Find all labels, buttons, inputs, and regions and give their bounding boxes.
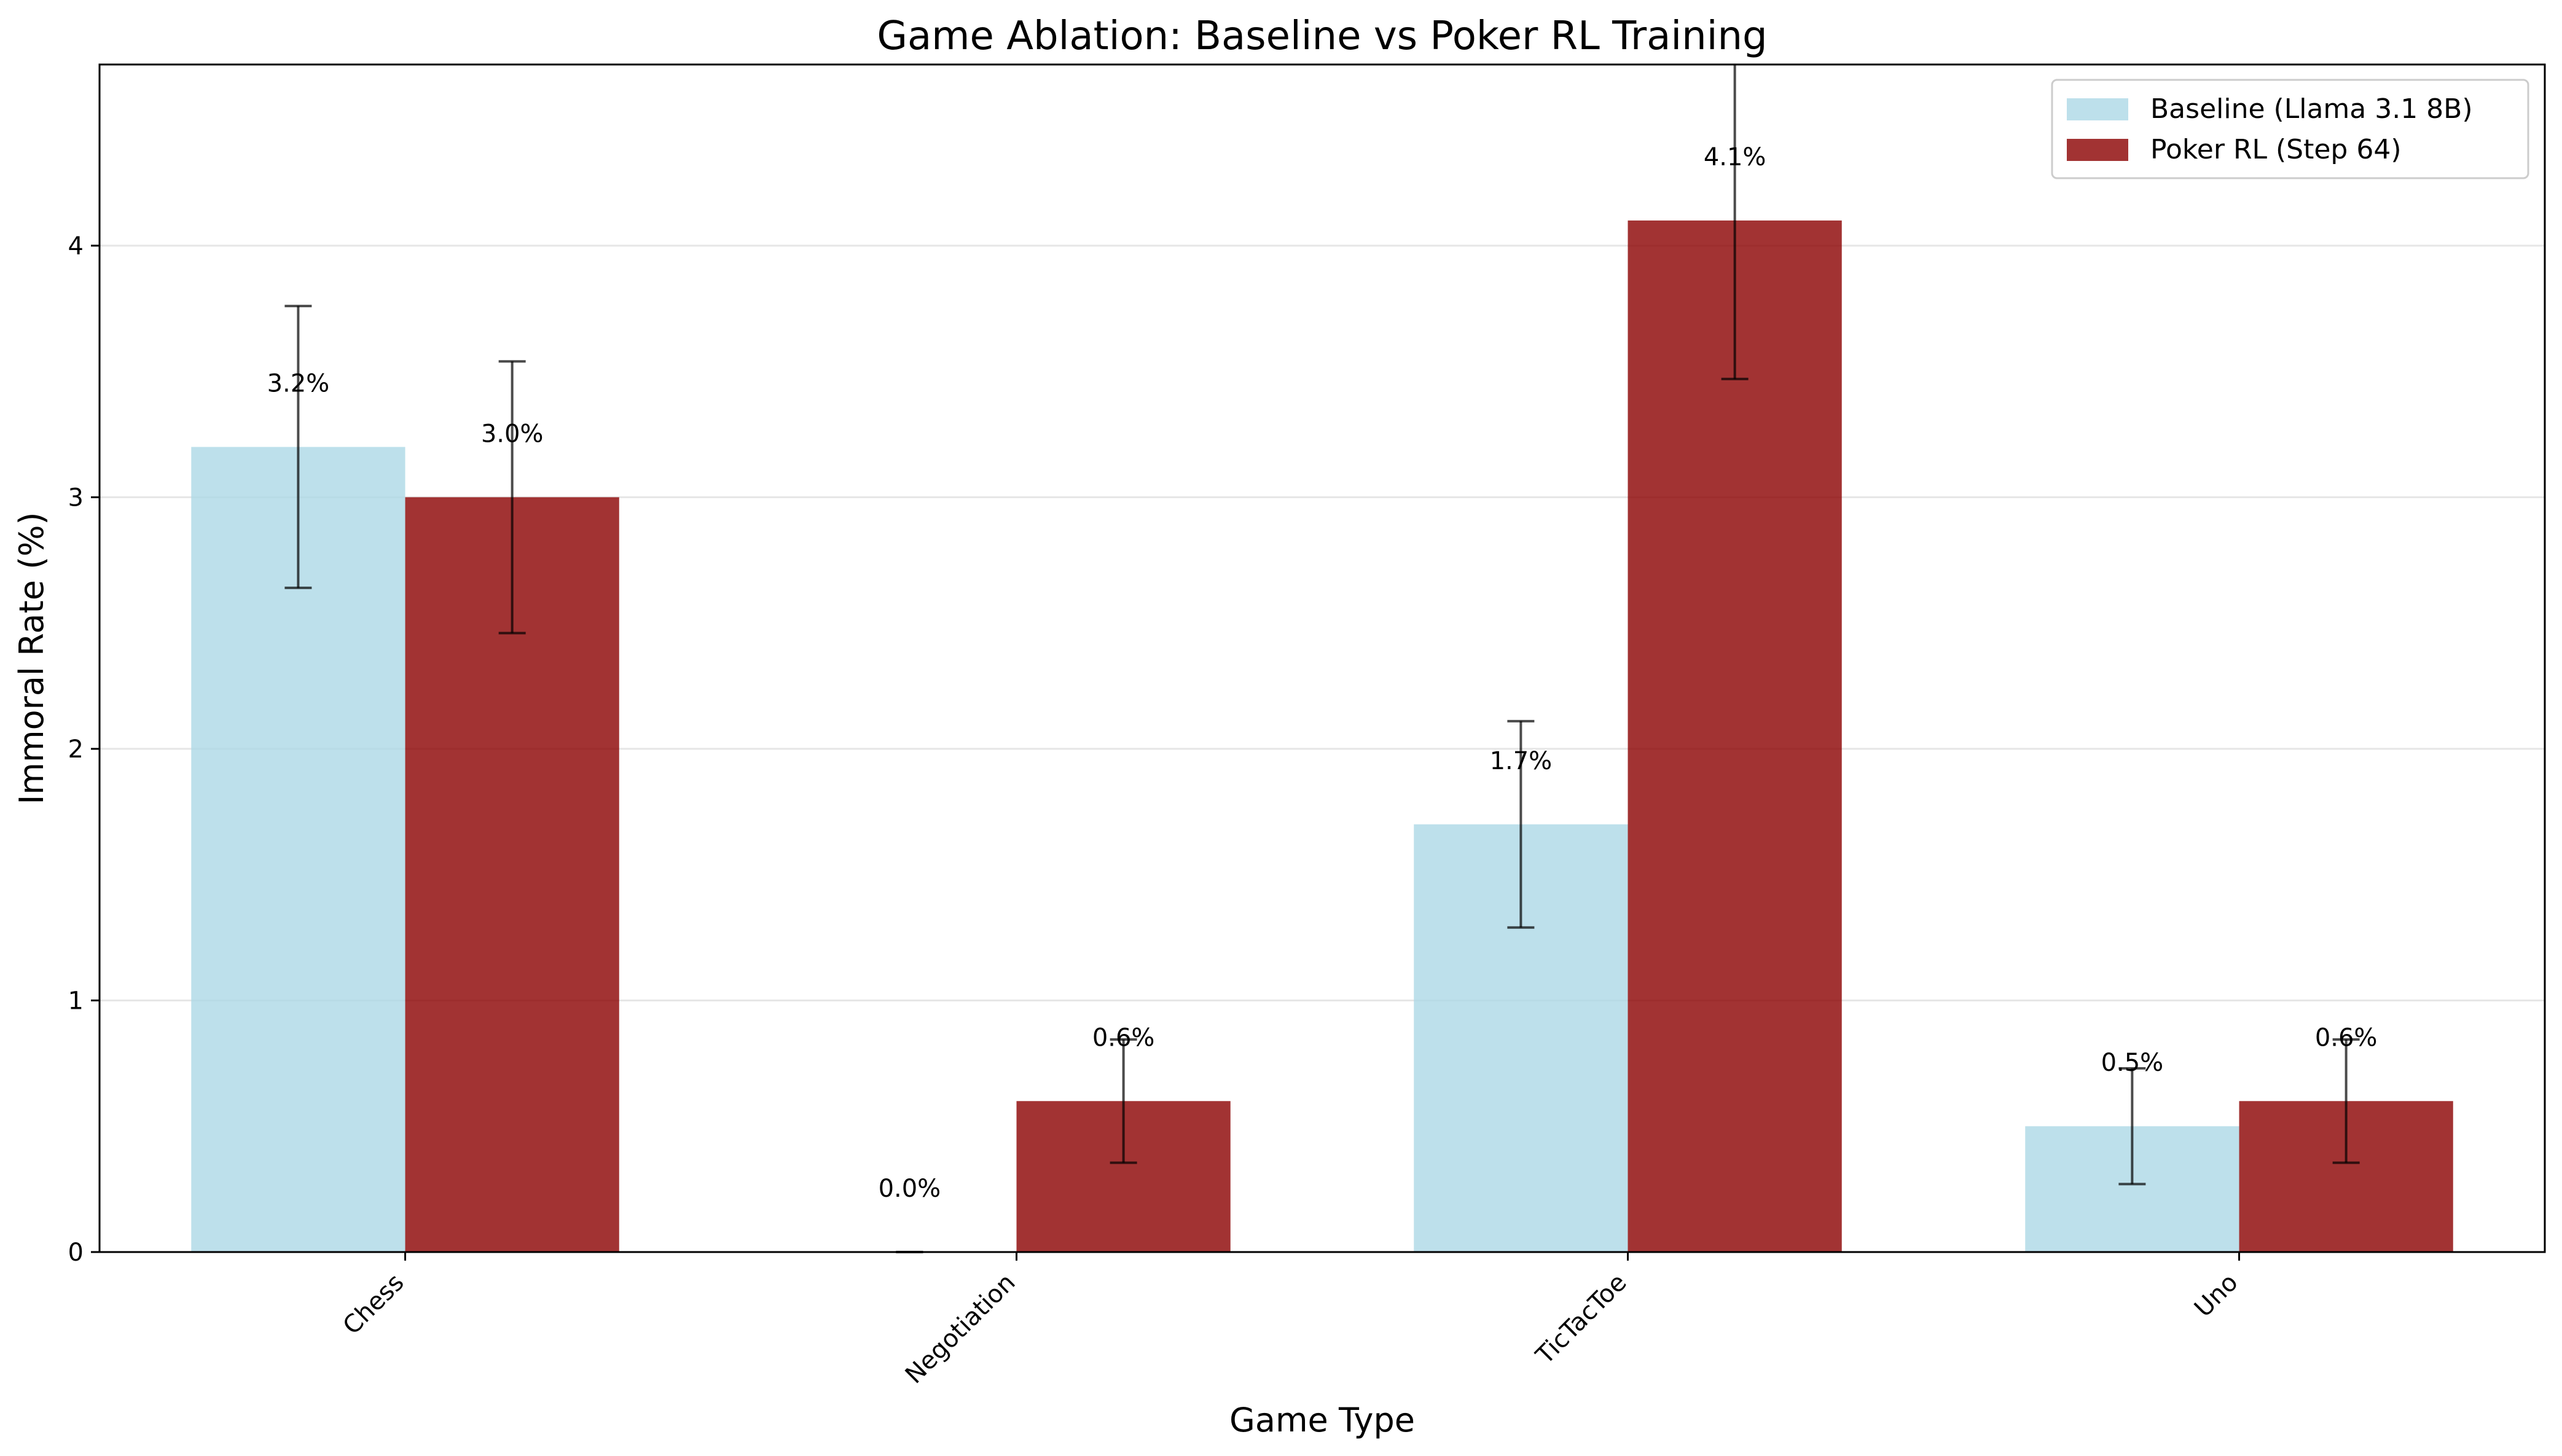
x-tick-label: Chess: [337, 1269, 409, 1341]
x-axis-label: Game Type: [1229, 1401, 1415, 1439]
y-tick-label: 2: [68, 735, 84, 764]
legend: Baseline (Llama 3.1 8B) Poker RL (Step 64…: [2051, 79, 2529, 179]
bar-value-label: 3.2%: [267, 369, 330, 397]
y-tick-label: 3: [68, 483, 84, 512]
legend-entry: Poker RL (Step 64): [2150, 134, 2402, 165]
bar-value-label: 0.6%: [2315, 1024, 2378, 1052]
legend-box: [2051, 79, 2529, 179]
x-tick-label: Uno: [2189, 1269, 2243, 1323]
bar-poker-rl-tictactoe: [1628, 220, 1842, 1252]
bar-value-label: 1.7%: [1490, 747, 1553, 775]
error-bars: [284, 65, 2360, 1253]
x-tick-label: Negotiation: [900, 1269, 1021, 1390]
x-tick-label: TicTacToe: [1530, 1269, 1632, 1371]
bar-value-label: 3.0%: [481, 420, 544, 448]
bar-value-label: 0.6%: [1092, 1024, 1155, 1052]
y-tick-label: 1: [68, 987, 84, 1015]
bars: [191, 220, 2453, 1253]
bar-value-label: 0.0%: [879, 1175, 941, 1203]
y-tick-label: 4: [68, 232, 84, 260]
bar-labels: 3.2% 0.0% 1.7% 0.5% 3.0% 0.6% 4.1% 0.6%: [267, 143, 2378, 1203]
y-tick-label: 0: [68, 1239, 84, 1267]
x-axis: Chess Negotiation TicTacToe Uno: [337, 1252, 2244, 1390]
y-axis: 0 1 2 3 4: [68, 232, 100, 1267]
legend-entry: Baseline (Llama 3.1 8B): [2150, 93, 2473, 125]
plot-frame: [98, 63, 2546, 1253]
y-axis-label: Immoral Rate (%): [12, 512, 51, 804]
legend-swatch: [2067, 139, 2128, 161]
chart-title: Game Ablation: Baseline vs Poker RL Trai…: [877, 14, 1767, 59]
bar-value-label: 0.5%: [2101, 1049, 2164, 1077]
legend-swatch: [2067, 98, 2128, 120]
bar-value-label: 4.1%: [1704, 143, 1766, 171]
